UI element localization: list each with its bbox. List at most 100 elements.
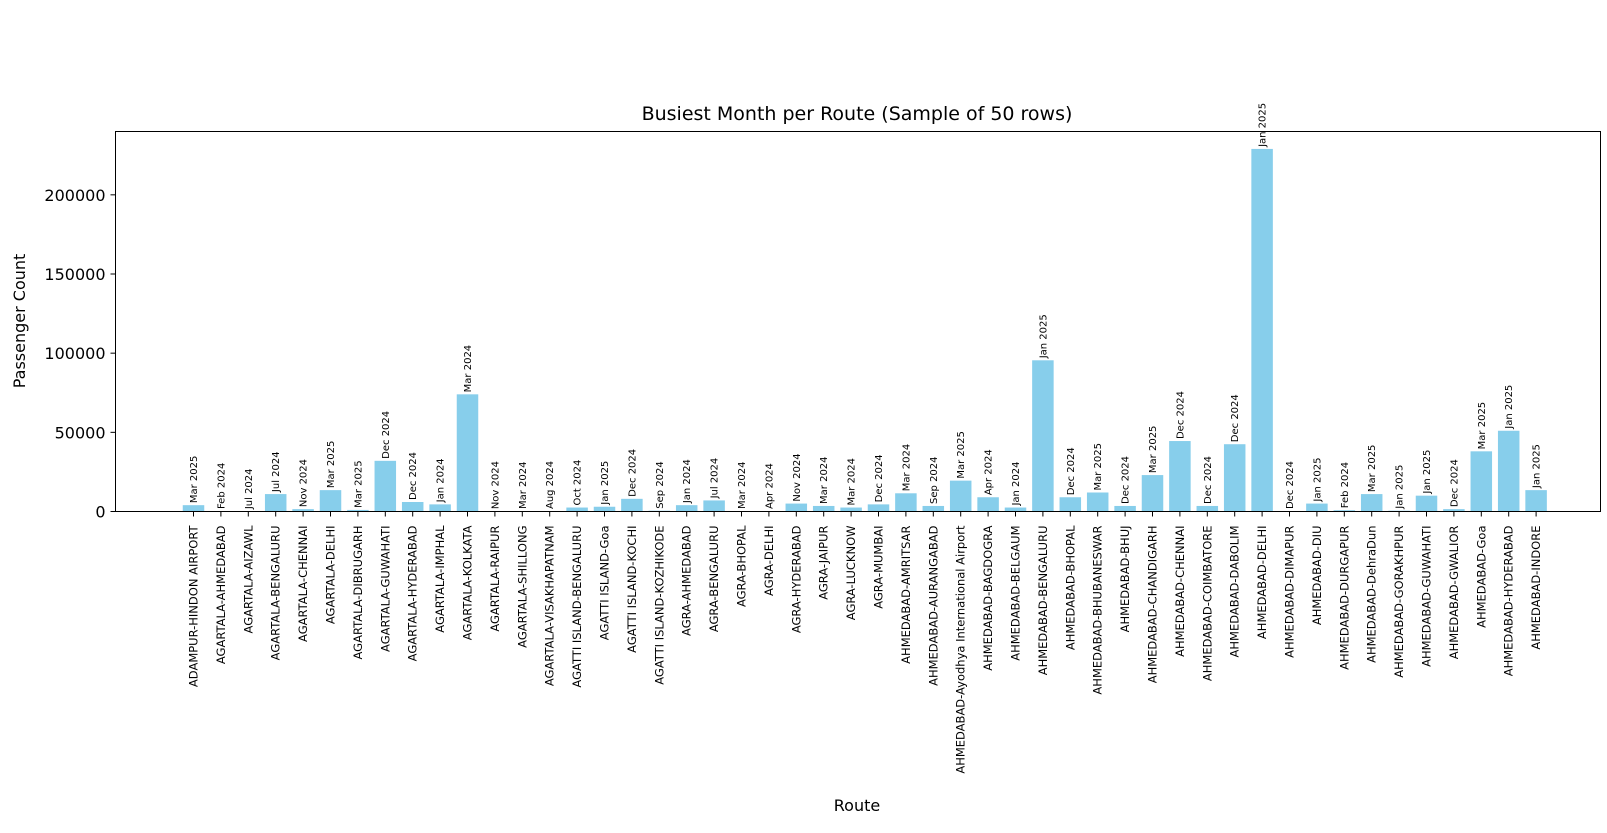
bar (1415, 495, 1438, 512)
bar-month-label: Dec 2024 (874, 454, 885, 502)
bar-month-label: Apr 2024 (764, 463, 775, 509)
x-tick-label: AGARTALA-AHMEDABAD (214, 525, 228, 664)
bar-month-label: Nov 2024 (792, 453, 803, 501)
bar-month-label: Jan 2025 (1038, 314, 1049, 359)
y-tick-label: 100000 (44, 344, 105, 363)
x-tick-label: AGRA-MUMBAI (872, 526, 886, 609)
bar-month-label: Mar 2024 (737, 462, 748, 510)
bar (675, 505, 698, 512)
x-tick-label: AHMEDABAD-GORAKHPUR (1392, 525, 1406, 677)
bar (621, 498, 643, 512)
bar-month-label: Aug 2024 (545, 461, 556, 509)
x-tick-label: AHMEDABAD-DABOLIM (1228, 526, 1242, 658)
bar-month-label: Oct 2024 (573, 460, 584, 506)
x-tick-label: AHMEDABAD-Goa (1474, 526, 1488, 628)
bar-month-label: Dec 2024 (1230, 394, 1241, 442)
x-tick-label: AHMEDABAD-INDORE (1529, 526, 1543, 650)
x-tick-label: AHMEDABAD-BHUBANESWAR (1091, 526, 1105, 695)
plot-frame (115, 131, 1601, 512)
bar-month-label: Mar 2024 (901, 444, 912, 492)
bar-month-label: Jul 2024 (271, 451, 282, 493)
x-tick-label: AGATTI ISLAND-BENGALURU (570, 526, 584, 688)
bar-month-label: Dec 2024 (408, 452, 419, 500)
bar (456, 394, 479, 512)
bar-month-label: Feb 2024 (1340, 462, 1351, 508)
bar (182, 505, 205, 512)
x-tick-label: AGARTALA-GUWAHATI (378, 526, 392, 652)
x-tick-label: AHMEDABAD-BENGALURU (1036, 526, 1050, 676)
bar-month-label: Nov 2024 (299, 459, 310, 507)
bar (347, 509, 369, 512)
x-tick-label: AGATTI ISLAND-Goa (598, 526, 612, 641)
bar-month-label: Mar 2025 (353, 460, 364, 508)
bar-month-label: Dec 2024 (1449, 459, 1460, 507)
y-tick-label: 50000 (55, 423, 106, 442)
bar (703, 500, 725, 512)
bar (1333, 510, 1356, 512)
x-tick-label: AGARTALA-BENGALURU (269, 526, 283, 661)
bar-month-label: Dec 2024 (1285, 461, 1296, 509)
bar (374, 460, 397, 512)
x-tick-label: AGARTALA-CHENNAI (296, 526, 310, 642)
y-tick-label: 150000 (44, 265, 105, 284)
bar (1470, 451, 1493, 512)
x-tick-label: AHMEDABAD-DIU (1310, 526, 1324, 626)
bar-month-label: Apr 2024 (984, 449, 995, 495)
bars-group (182, 148, 1547, 512)
x-tick-label: AGARTALA-RAIPUR (488, 525, 502, 631)
bar-month-label: Jan 2025 (1504, 385, 1515, 430)
bar-month-label: Jan 2025 (600, 461, 611, 506)
bar-month-label: Jan 2025 (1532, 444, 1543, 489)
bar-month-label: Jan 2025 (1312, 458, 1323, 503)
x-tick-label: AGRA-LUCKNOW (844, 526, 858, 621)
bar-month-label: Jan 2025 (1422, 450, 1433, 495)
bar (1196, 505, 1219, 512)
bar (867, 504, 890, 512)
bar-month-label: Mar 2025 (1148, 426, 1159, 474)
bar-month-label: Mar 2024 (819, 456, 830, 504)
bar (1114, 505, 1136, 512)
x-axis-label: Route (834, 796, 880, 815)
bar-month-label: Dec 2024 (381, 411, 392, 459)
y-axis-label: Passenger Count (10, 254, 29, 389)
y-tick-label: 0 (95, 503, 105, 522)
bar (1360, 494, 1383, 512)
bar-month-label: Dec 2024 (1121, 456, 1132, 504)
bar-month-label: Sep 2024 (929, 456, 940, 503)
bar-month-label: Mar 2024 (847, 458, 858, 506)
bar-month-label: Mar 2025 (1477, 402, 1488, 450)
x-tick-label: AGARTALA-DIBRUGARH (351, 526, 365, 660)
x-tick-label: AHMEDABAD-BHOPAL (1063, 525, 1077, 650)
x-tick-label: AGARTALA-VISAKHAPATNAM (543, 526, 557, 687)
x-tick-label: AHMEDABAD-DELHI (1255, 526, 1269, 640)
x-tick-label: AHMEDABAD-Ayodhya International Airport (954, 525, 968, 774)
x-tick-label: AHMEDABAD-CHENNAI (1173, 526, 1187, 657)
x-axis: ADAMPUR-HINDON AIRPORT AGARTALA-AHMEDABAD… (187, 511, 1543, 774)
x-tick-label: AHMEDABAD-CHANDIGARH (1146, 526, 1160, 684)
bar-month-label: Mar 2024 (518, 462, 529, 510)
x-tick-label: AHMEDABAD-BHUJ (1118, 526, 1132, 633)
x-tick-label: AGATTI ISLAND-KOCHI (625, 526, 639, 653)
x-tick-label: AHMEDABAD-AURANGABAD (926, 525, 940, 686)
y-axis: 0 50000 100000 150000 200000 (44, 186, 116, 522)
x-tick-label: AHMEDABAD-DIMAPUR (1283, 526, 1297, 658)
bar (1306, 503, 1328, 512)
bar (1251, 148, 1273, 512)
x-tick-label: AGARTALA-SHILLONG (515, 526, 529, 648)
bar-month-label: Mar 2025 (1093, 443, 1104, 491)
x-tick-label: AGARTALA-IMPHAL (433, 525, 447, 633)
bar-month-label: Jan 2024 (682, 459, 693, 504)
bar-month-label: Nov 2024 (490, 461, 501, 509)
bar (785, 503, 808, 512)
bar (1169, 441, 1191, 512)
x-tick-label: AGRA-AHMEDABAD (680, 525, 694, 636)
bar (922, 505, 945, 512)
bar (566, 507, 588, 512)
bar-month-label: Jul 2024 (244, 468, 255, 510)
chart-title: Busiest Month per Route (Sample of 50 ro… (642, 103, 1073, 125)
bar-month-label: Mar 2025 (326, 441, 337, 489)
x-tick-label: AGARTALA-DELHI (324, 526, 338, 625)
bar (840, 507, 862, 512)
bar (319, 490, 342, 512)
